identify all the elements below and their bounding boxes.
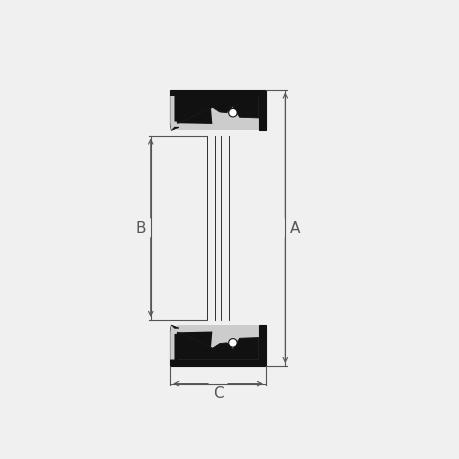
Text: B: B [135,221,146,236]
Polygon shape [170,124,179,131]
Polygon shape [170,97,177,124]
Polygon shape [177,109,212,125]
Polygon shape [170,360,265,366]
Polygon shape [170,326,212,360]
Polygon shape [170,332,177,360]
Polygon shape [258,97,265,131]
Polygon shape [177,325,258,360]
Polygon shape [170,97,212,131]
Polygon shape [258,325,265,360]
Text: C: C [212,385,223,400]
Polygon shape [170,90,265,97]
Circle shape [228,109,237,118]
Polygon shape [177,97,258,131]
Circle shape [228,339,237,347]
Text: A: A [290,221,300,236]
Polygon shape [177,332,212,348]
Polygon shape [177,332,258,360]
Polygon shape [177,97,258,124]
Polygon shape [170,325,179,332]
